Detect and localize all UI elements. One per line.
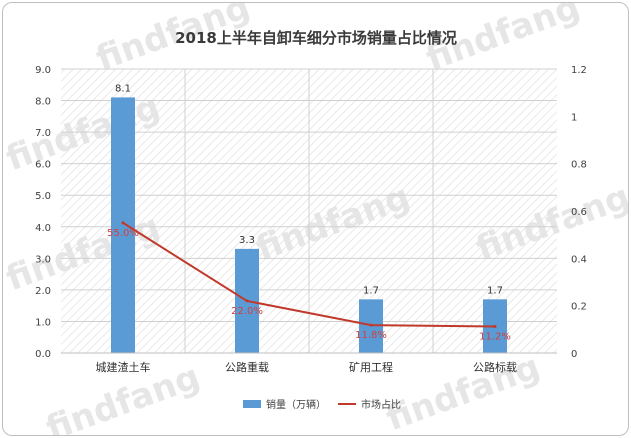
y-right-tick-label: 0.8 [571,160,587,171]
x-tick-label: 公路标载 [473,360,517,374]
y-left-tick-label: 3.0 [35,254,51,265]
bar-data-label: 3.3 [239,235,255,246]
x-tick-label: 矿用工程 [349,361,393,374]
bar-data-label: 8.1 [115,83,131,94]
line-point [121,221,125,225]
y-left-tick-label: 7.0 [35,128,51,139]
bar-data-label: 1.7 [363,285,379,296]
line-data-label: 22.0% [231,306,263,317]
y-right-tick-label: 0.4 [571,254,587,265]
chart-title: 2018上半年自卸车细分市场销量占比情况 [175,29,457,47]
bar [111,97,135,354]
y-left-tick-label: 5.0 [35,191,51,202]
line-point [493,324,497,328]
y-left-tick-label: 2.0 [35,286,51,297]
line-data-label: 11.2% [479,331,511,342]
line-point [369,323,373,327]
y-left-tick-label: 0.0 [35,349,51,360]
legend-label-bar: 销量（万辆） [266,398,326,411]
y-left-tick-label: 6.0 [35,160,51,171]
y-right-tick-label: 1 [571,112,577,123]
chart-svg: 2018上半年自卸车细分市场销量占比情况 8.1 3.3 1.7 1.7 55.0% 22… [35,29,587,411]
y-right-tick-label: 1.2 [571,65,587,76]
y-right-tick-label: 0.2 [571,302,587,313]
y-left-tick-label: 9.0 [35,65,51,76]
bar-data-label: 1.7 [487,285,503,296]
line-point [245,299,249,303]
y-right-tick-label: 0.6 [571,207,587,218]
legend-label-line: 市场占比 [361,398,401,411]
x-tick-label: 城建渣土车 [96,360,151,374]
y-right-tick-label: 0 [571,349,577,360]
share-line [122,221,496,328]
y-left-tick-label: 8.0 [35,97,51,108]
y-left-tick-label: 1.0 [35,317,51,328]
y-left-tick-label: 4.0 [35,223,51,234]
x-tick-label: 公路重载 [225,360,269,374]
legend-swatch-bar [243,400,261,408]
line-data-label: 11.8% [355,330,387,341]
line-data-label: 55.0% [107,228,139,239]
